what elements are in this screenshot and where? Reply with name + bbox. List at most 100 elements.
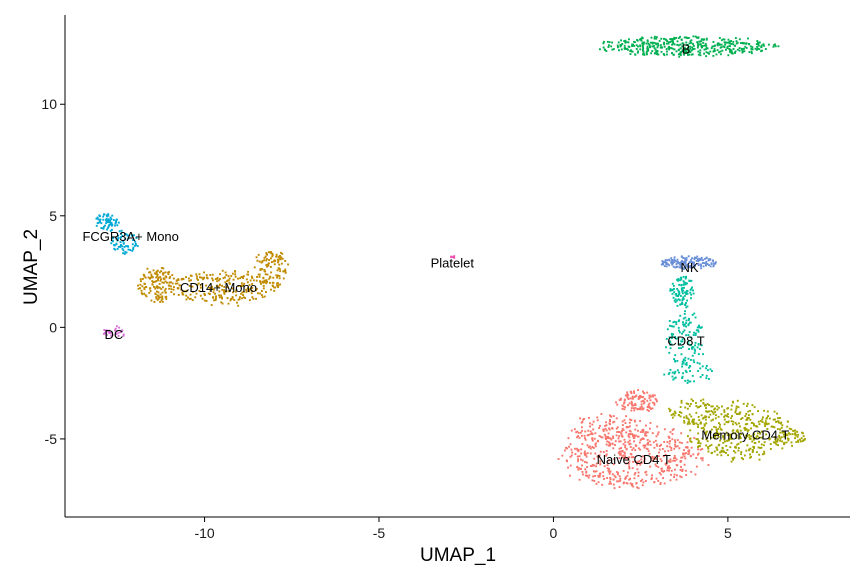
- data-point: [628, 443, 631, 446]
- data-point: [675, 323, 678, 326]
- data-point: [251, 283, 254, 285]
- data-point: [678, 347, 680, 350]
- data-point: [667, 46, 670, 49]
- data-point: [594, 475, 596, 477]
- data-point: [626, 391, 629, 394]
- data-point: [697, 423, 699, 426]
- data-point: [156, 290, 158, 293]
- data-point: [697, 50, 700, 53]
- data-point: [637, 475, 640, 477]
- data-point: [629, 418, 631, 421]
- data-point: [730, 433, 733, 436]
- data-point: [214, 292, 216, 295]
- data-point: [727, 38, 730, 41]
- data-point: [595, 465, 598, 468]
- data-point: [640, 400, 643, 403]
- data-point: [676, 278, 678, 281]
- data-point: [721, 405, 723, 408]
- data-point: [769, 448, 772, 450]
- data-point: [699, 327, 702, 329]
- data-point: [726, 45, 729, 48]
- data-point: [581, 459, 584, 462]
- data-point: [672, 41, 674, 44]
- data-point: [749, 418, 752, 421]
- data-point: [669, 324, 671, 327]
- data-point: [694, 332, 697, 335]
- data-point: [116, 325, 118, 328]
- data-point: [651, 45, 654, 48]
- data-point: [684, 257, 687, 260]
- data-point: [629, 452, 632, 455]
- cluster-points-fcgr3a-mono: [95, 213, 139, 255]
- data-point: [769, 443, 772, 445]
- data-point: [168, 277, 171, 280]
- data-point: [622, 482, 625, 485]
- data-point: [738, 47, 741, 49]
- data-point: [626, 395, 629, 398]
- data-point: [674, 459, 676, 462]
- data-point: [707, 51, 709, 54]
- data-point: [619, 452, 622, 455]
- data-point: [634, 407, 637, 409]
- data-point: [691, 347, 693, 350]
- data-point: [129, 249, 132, 251]
- data-point: [653, 402, 656, 405]
- data-point: [683, 324, 685, 327]
- data-point: [697, 370, 700, 372]
- data-point: [751, 404, 754, 407]
- data-point: [720, 39, 723, 42]
- data-point: [689, 336, 692, 339]
- data-point: [723, 411, 726, 413]
- data-point: [656, 425, 659, 428]
- data-point: [627, 426, 630, 429]
- data-point: [674, 457, 677, 459]
- cluster-points-cd14-mono: [137, 251, 289, 307]
- data-point: [231, 297, 234, 300]
- data-point: [612, 421, 615, 424]
- data-point: [203, 276, 206, 279]
- data-point: [686, 266, 689, 269]
- data-point: [270, 288, 272, 291]
- data-point: [580, 452, 583, 455]
- data-point: [792, 429, 794, 432]
- data-point: [600, 413, 603, 415]
- data-point: [122, 240, 125, 243]
- data-point: [682, 361, 685, 364]
- data-point: [96, 216, 99, 219]
- data-point: [581, 471, 584, 473]
- data-point: [794, 429, 797, 432]
- data-point: [597, 475, 600, 478]
- data-point: [764, 423, 767, 425]
- data-point: [621, 427, 624, 430]
- data-point: [698, 259, 701, 261]
- data-point: [210, 304, 213, 306]
- data-point: [677, 37, 680, 40]
- data-point: [578, 436, 581, 439]
- data-point: [710, 452, 713, 455]
- data-point: [729, 45, 731, 48]
- data-point: [149, 287, 151, 290]
- data-point: [627, 394, 630, 396]
- data-point: [629, 433, 632, 436]
- data-point: [150, 299, 153, 302]
- data-point: [730, 408, 733, 411]
- data-point: [689, 288, 692, 291]
- data-point: [702, 426, 705, 429]
- data-point: [697, 258, 699, 261]
- data-point: [684, 356, 687, 359]
- data-point: [631, 43, 634, 46]
- data-point: [699, 405, 702, 407]
- data-point: [751, 440, 754, 443]
- data-point: [603, 40, 605, 43]
- data-point: [712, 264, 715, 267]
- data-point: [271, 252, 274, 255]
- data-point: [739, 42, 742, 44]
- data-point: [693, 331, 695, 334]
- data-point: [787, 438, 790, 440]
- data-point: [687, 323, 690, 326]
- data-point: [743, 427, 746, 430]
- data-point: [579, 431, 582, 434]
- x-axis-title: UMAP_1: [420, 545, 496, 566]
- data-point: [674, 439, 676, 442]
- data-point: [642, 402, 645, 405]
